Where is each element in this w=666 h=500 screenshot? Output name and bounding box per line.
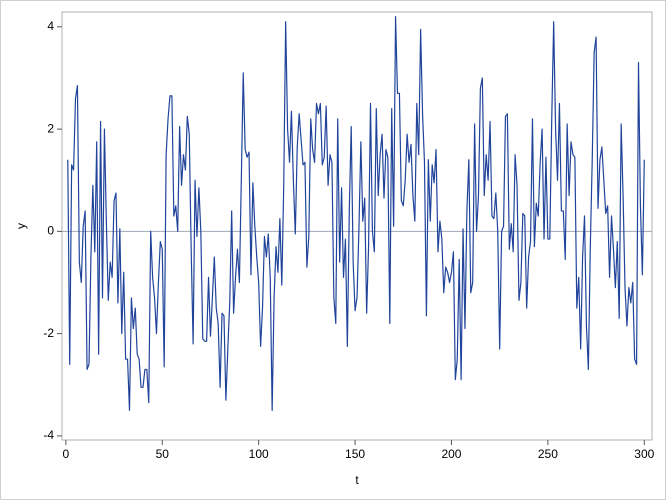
y-axis-label: y <box>14 223 28 229</box>
y-tick-label: -2 <box>43 326 54 340</box>
y-tick-label: 0 <box>47 224 54 238</box>
x-tick-label: 300 <box>634 447 654 461</box>
plot-frame <box>61 11 653 441</box>
y-tick-label: 4 <box>47 19 54 33</box>
x-tick-label: 200 <box>441 447 461 461</box>
x-tick-label: 50 <box>156 447 170 461</box>
series-line <box>67 16 645 411</box>
y-tick-label: -4 <box>43 428 54 442</box>
x-tick-label: 150 <box>345 447 365 461</box>
x-axis-label: t <box>355 473 359 487</box>
x-tick-label: 250 <box>538 447 558 461</box>
x-tick-label: 0 <box>63 447 70 461</box>
x-tick-label: 100 <box>249 447 269 461</box>
y-tick-label: 2 <box>47 121 54 135</box>
